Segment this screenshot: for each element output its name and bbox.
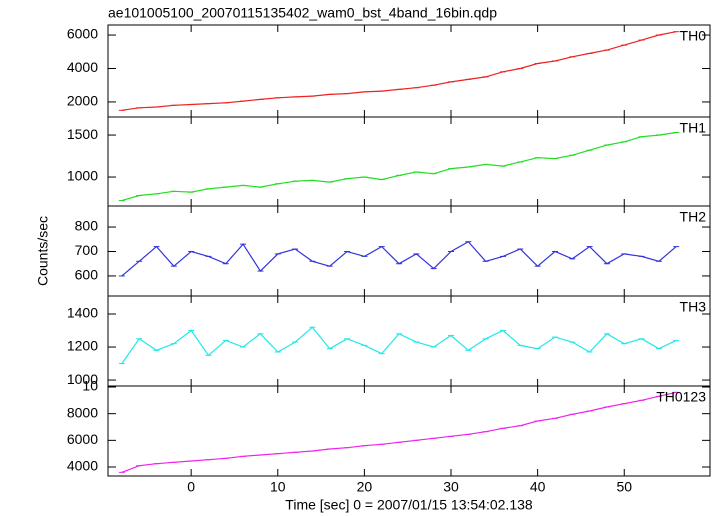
light-curve <box>121 31 677 111</box>
light-curve <box>121 326 677 364</box>
y-axis-label: Counts/sec <box>35 216 51 286</box>
x-tick-label: 50 <box>616 479 632 495</box>
y-tick-label: 1500 <box>67 126 98 142</box>
panel-label: TH0123 <box>656 389 706 405</box>
y-tick-label: 1000 <box>67 168 98 184</box>
y-tick-label: 700 <box>75 242 99 258</box>
y-tick-label: 800 <box>75 218 99 234</box>
y-tick-label: 600 <box>75 267 99 283</box>
chart-title: ae101005100_20070115135402_wam0_bst_4ban… <box>108 5 497 21</box>
light-curve <box>121 131 677 202</box>
panel-frame <box>107 24 711 118</box>
y-tick-label: 1000 <box>67 371 98 387</box>
y-tick-label: 8000 <box>67 404 98 420</box>
light-curve <box>121 240 677 277</box>
x-tick-label: 40 <box>530 479 546 495</box>
y-tick-label: 4000 <box>67 59 98 75</box>
panel-label: TH2 <box>680 209 707 225</box>
x-tick-label: 30 <box>443 479 459 495</box>
panel-label: TH0 <box>680 28 707 44</box>
light-curve <box>121 391 677 473</box>
y-tick-label: 10 <box>82 378 98 394</box>
y-tick-label: 4000 <box>67 458 98 474</box>
x-tick-label: 0 <box>187 479 195 495</box>
y-tick-label: 2000 <box>67 93 98 109</box>
panel-frame <box>107 385 711 477</box>
panel-frame <box>107 116 711 207</box>
panel-frame <box>107 205 711 297</box>
y-tick-label: 6000 <box>67 26 98 42</box>
y-tick-label: 1200 <box>67 338 98 354</box>
x-axis-label: Time [sec] 0 = 2007/01/15 13:54:02.138 <box>285 497 533 513</box>
y-tick-label: 6000 <box>67 431 98 447</box>
panel-label: TH1 <box>680 120 707 136</box>
y-tick-label: 1400 <box>67 305 98 321</box>
x-tick-label: 20 <box>357 479 373 495</box>
x-tick-label: 10 <box>270 479 286 495</box>
panel-label: TH3 <box>680 299 707 315</box>
